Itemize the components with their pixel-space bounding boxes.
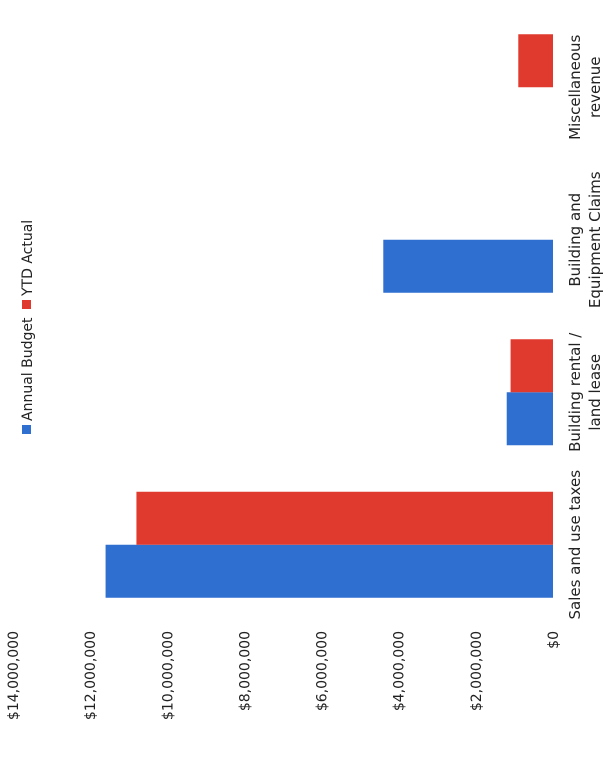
y-tick-label: $8,000,000 <box>237 631 253 711</box>
category-label: Miscellaneous <box>566 34 584 139</box>
bar-annual-budget <box>383 239 553 293</box>
legend-label: YTD Actual <box>20 220 36 297</box>
legend-label: Annual Budget <box>20 317 36 421</box>
plot-group: $0 $2,000,000 $4,000,000 $6,000,000 $8,000,0… <box>6 34 604 720</box>
y-axis-tick-labels: $0 $2,000,000 $4,000,000 $6,000,000 $8,000,0… <box>6 631 562 720</box>
bar-ytd-actual <box>518 34 553 88</box>
y-tick-label: $6,000,000 <box>315 631 331 711</box>
bar-annual-budget <box>105 544 553 598</box>
y-tick-label: $12,000,000 <box>83 631 99 720</box>
category-label: revenue <box>586 57 604 118</box>
bar-ytd-actual <box>510 339 554 393</box>
legend: Annual Budget YTD Actual <box>20 220 36 434</box>
bar-annual-budget <box>506 392 554 446</box>
y-tick-label: $4,000,000 <box>392 631 408 711</box>
category-label: land lease <box>586 354 604 431</box>
category-label: Equipment Claims <box>586 171 604 308</box>
category-label: Building and <box>566 193 584 287</box>
legend-swatch <box>22 425 31 434</box>
y-tick-label: $0 <box>546 631 562 649</box>
bars-group <box>105 34 554 598</box>
category-label: Sales and use taxes <box>566 470 584 620</box>
y-tick-label: $2,000,000 <box>469 631 485 711</box>
y-tick-label: $14,000,000 <box>6 631 22 720</box>
legend-swatch <box>22 300 31 309</box>
category-labels: Sales and use taxes Building rental / land… <box>566 34 604 619</box>
category-label: Building rental / <box>566 332 584 452</box>
bar-ytd-actual <box>136 491 554 545</box>
y-tick-label: $10,000,000 <box>160 631 176 720</box>
